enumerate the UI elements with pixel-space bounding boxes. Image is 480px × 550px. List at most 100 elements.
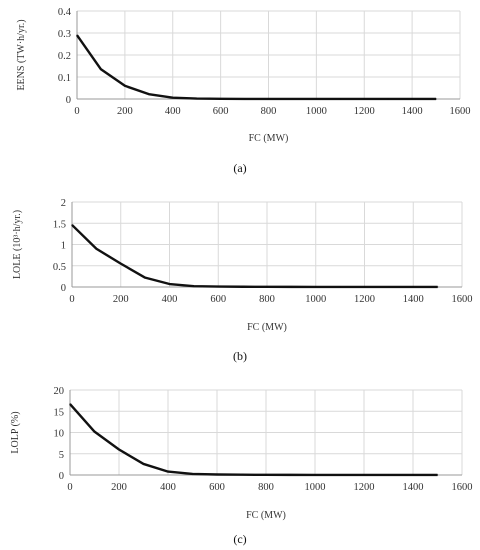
x-tick-label: 0 — [74, 106, 79, 117]
data-point — [387, 98, 389, 100]
data-point — [216, 473, 218, 476]
x-tick-label: 1600 — [452, 294, 473, 305]
x-tick-label: 600 — [209, 482, 225, 493]
x-tick-label: 0 — [69, 294, 74, 305]
x-tick-label: 200 — [113, 294, 129, 305]
data-point — [242, 286, 244, 288]
x-axis-label: FC (MW) — [247, 322, 287, 333]
y-tick-label: 0.2 — [58, 51, 71, 62]
y-axis-label: LOLE (10³·h/yr.) — [12, 210, 23, 279]
chart-1: 0 200 400 600 800 1000 1200 1400 1600 0 0.5 1 1.5 2 FC… — [12, 198, 473, 363]
data-point — [437, 286, 439, 288]
data-point — [120, 263, 122, 265]
data-point — [196, 97, 198, 100]
y-tick-label: 20 — [54, 386, 65, 397]
x-tick-label: 800 — [259, 294, 275, 305]
data-point — [267, 98, 270, 100]
data-point — [240, 474, 243, 476]
data-point — [290, 286, 292, 288]
x-tick-label: 1000 — [305, 482, 326, 493]
x-tick-label: 600 — [213, 106, 229, 117]
x-tick-label: 1400 — [403, 482, 424, 493]
data-point — [265, 474, 267, 476]
y-tick-label: 1.5 — [53, 219, 66, 230]
x-axis-label: FC (MW) — [249, 133, 289, 144]
data-point — [388, 286, 390, 288]
data-point — [291, 98, 294, 100]
panel-caption: (b) — [233, 349, 247, 363]
x-tick-label: 1000 — [306, 106, 327, 117]
x-tick-label: 1200 — [354, 294, 375, 305]
data-point — [100, 68, 102, 70]
x-tick-label: 800 — [261, 106, 277, 117]
data-point — [93, 431, 96, 433]
data-point — [167, 471, 169, 473]
data-point — [266, 286, 268, 288]
data-point — [148, 93, 150, 95]
y-tick-label: 0 — [66, 95, 71, 106]
data-point — [289, 474, 292, 476]
data-point — [315, 98, 317, 100]
y-tick-label: 1 — [61, 241, 66, 252]
series-line — [69, 403, 438, 477]
data-point — [71, 224, 73, 226]
data-point — [314, 474, 316, 476]
x-tick-label: 1400 — [403, 294, 424, 305]
data-point — [436, 474, 439, 476]
y-tick-label: 0.3 — [58, 29, 71, 40]
data-point — [118, 448, 120, 451]
data-point — [339, 98, 341, 100]
y-tick-label: 0.5 — [53, 262, 66, 273]
x-axis-label: FC (MW) — [246, 510, 286, 521]
x-tick-label: 400 — [160, 482, 176, 493]
chart-0: 0 200 400 600 800 1000 1200 1400 1600 0 0.1 0.2 0.3 0… — [16, 7, 471, 175]
y-tick-label: 0.4 — [58, 7, 72, 18]
x-tick-label: 1600 — [450, 106, 471, 117]
data-point — [339, 286, 341, 288]
x-tick-label: 200 — [111, 482, 127, 493]
data-point — [363, 474, 365, 476]
x-tick-label: 1000 — [305, 294, 326, 305]
panel-caption: (a) — [233, 161, 246, 175]
y-tick-label: 15 — [54, 407, 65, 418]
data-point — [363, 286, 366, 288]
chart-2: 0 200 400 600 800 1000 1200 1400 1600 0 5 10 15 20 FC … — [10, 386, 473, 546]
data-point — [76, 34, 78, 36]
x-tick-label: 0 — [67, 482, 72, 493]
data-point — [243, 98, 246, 100]
data-point — [124, 85, 126, 87]
y-tick-label: 0 — [61, 283, 66, 294]
y-tick-label: 0.1 — [58, 73, 71, 84]
y-tick-label: 0 — [59, 471, 64, 482]
data-point — [412, 474, 414, 476]
x-tick-label: 600 — [210, 294, 226, 305]
y-tick-label: 10 — [54, 429, 65, 440]
data-point — [144, 277, 146, 279]
x-tick-label: 200 — [117, 106, 133, 117]
data-point — [338, 474, 341, 476]
data-point — [168, 283, 171, 285]
x-tick-label: 1600 — [452, 482, 473, 493]
data-point — [69, 403, 71, 405]
x-tick-label: 400 — [162, 294, 178, 305]
x-tick-label: 1200 — [354, 482, 375, 493]
series-line — [71, 224, 438, 289]
data-point — [363, 98, 365, 100]
panel-caption: (c) — [233, 532, 246, 546]
x-tick-label: 400 — [165, 106, 181, 117]
data-point — [172, 97, 174, 99]
data-point — [142, 463, 145, 465]
data-point — [435, 98, 437, 100]
data-point — [411, 98, 413, 100]
y-tick-label: 5 — [59, 450, 64, 461]
data-point — [193, 285, 195, 287]
data-point — [220, 98, 222, 100]
data-point — [387, 474, 390, 476]
data-point — [95, 248, 97, 250]
y-axis-label: EENS (TW·h/yr.) — [16, 19, 27, 90]
x-tick-label: 800 — [258, 482, 274, 493]
y-axis-label: LOLP (%) — [10, 411, 21, 453]
data-point — [217, 285, 219, 288]
y-tick-label: 2 — [61, 198, 66, 209]
